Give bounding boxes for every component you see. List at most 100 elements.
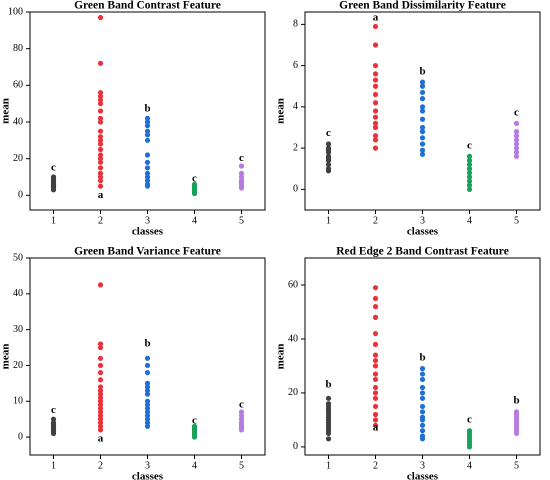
data-point: [97, 14, 104, 21]
significance-letter: c: [467, 140, 472, 152]
data-point: [372, 330, 379, 337]
data-point: [144, 380, 151, 386]
x-axis-label: classes: [132, 471, 164, 480]
y-tick-label: 20: [288, 387, 298, 398]
x-tick-label: 1: [51, 215, 56, 226]
data-point: [372, 124, 379, 131]
data-point: [97, 134, 104, 140]
data-point: [419, 371, 426, 377]
data-point: [144, 355, 151, 361]
data-point: [466, 182, 473, 188]
data-point: [144, 152, 151, 158]
data-point: [372, 403, 379, 410]
data-point: [144, 391, 151, 397]
significance-letter: b: [419, 351, 425, 363]
data-point: [466, 157, 473, 164]
data-point: [372, 71, 379, 77]
data-point: [97, 170, 104, 176]
data-point: [97, 146, 104, 153]
data-point: [419, 395, 426, 401]
data-point: [144, 384, 151, 390]
data-point: [144, 159, 151, 165]
significance-letter: c: [326, 127, 331, 139]
data-point: [372, 285, 379, 291]
data-point: [372, 295, 379, 302]
data-point: [97, 60, 104, 66]
data-point: [466, 153, 473, 159]
data-point: [419, 376, 426, 383]
significance-letter: a: [373, 422, 379, 434]
data-point: [97, 377, 104, 383]
chart-title: Red Edge 2 Band Contrast Feature: [336, 246, 509, 258]
data-point: [97, 97, 104, 103]
data-point: [97, 416, 104, 422]
x-axis-label: classes: [407, 226, 439, 238]
y-tick-label: 0: [293, 184, 298, 195]
data-point: [372, 352, 379, 358]
y-axis-label: mean: [275, 98, 287, 124]
x-axis-label: classes: [407, 471, 439, 480]
y-tick-label: 2: [293, 142, 298, 153]
data-point: [513, 409, 520, 415]
data-point: [97, 152, 104, 158]
significance-letter: c: [51, 404, 56, 416]
data-point: [97, 137, 104, 143]
significance-letter: c: [192, 415, 197, 427]
x-tick-label: 5: [514, 215, 519, 226]
chart-title: Green Band Variance Feature: [74, 246, 221, 258]
data-point: [466, 428, 473, 434]
data-point: [238, 420, 245, 426]
data-point: [466, 170, 473, 176]
data-point: [372, 417, 379, 423]
y-tick-label: 10: [13, 396, 23, 407]
x-tick-label: 4: [192, 460, 197, 471]
x-tick-label: 4: [192, 215, 197, 226]
data-point: [50, 416, 57, 422]
y-tick-label: 60: [13, 80, 23, 91]
data-point: [419, 147, 426, 153]
data-point: [372, 395, 379, 401]
data-point: [419, 108, 426, 114]
y-axis-label: mean: [275, 344, 287, 370]
y-tick-label: 0: [18, 431, 23, 442]
data-point: [97, 387, 104, 394]
data-point: [466, 178, 473, 184]
data-point: [97, 402, 104, 408]
data-point: [144, 423, 151, 429]
data-point: [144, 132, 151, 138]
data-point: [97, 344, 104, 351]
significance-letter: c: [192, 172, 197, 184]
data-point: [419, 422, 426, 428]
chart-title: Green Band Contrast Feature: [74, 0, 221, 12]
x-tick-label: 4: [467, 215, 472, 226]
data-point: [325, 395, 332, 401]
data-point: [325, 162, 332, 168]
data-point: [144, 413, 151, 419]
data-point: [144, 165, 151, 171]
significance-letter: a: [373, 12, 379, 24]
data-point: [513, 149, 520, 155]
y-tick-label: 6: [293, 60, 298, 71]
data-point: [97, 141, 104, 147]
x-tick-label: 3: [145, 460, 150, 471]
data-point: [513, 129, 520, 135]
y-tick-label: 40: [13, 288, 23, 299]
x-tick-label: 1: [326, 460, 331, 471]
data-point: [372, 371, 379, 377]
data-point: [144, 387, 151, 394]
data-point: [372, 120, 379, 126]
significance-letter: a: [98, 189, 104, 201]
data-point: [97, 341, 104, 347]
data-point: [419, 79, 426, 85]
data-point: [97, 159, 104, 165]
y-tick-label: 20: [13, 153, 23, 164]
significance-letter: c: [239, 152, 244, 164]
x-tick-label: 3: [420, 460, 425, 471]
data-point: [144, 420, 151, 426]
data-point: [97, 355, 104, 361]
data-point: [419, 141, 426, 147]
data-point: [144, 178, 151, 184]
x-tick-label: 1: [51, 460, 56, 471]
data-point: [325, 141, 332, 147]
